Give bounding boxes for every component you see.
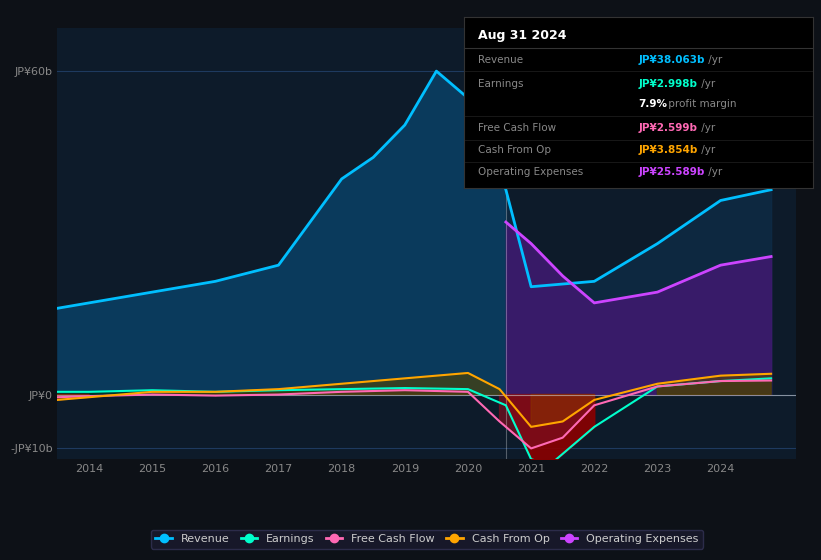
Text: Aug 31 2024: Aug 31 2024 — [478, 29, 566, 42]
Text: /yr: /yr — [704, 55, 722, 64]
Text: /yr: /yr — [704, 167, 722, 178]
Text: JP¥25.589b: JP¥25.589b — [639, 167, 704, 178]
Text: /yr: /yr — [698, 145, 715, 155]
Text: Revenue: Revenue — [478, 55, 523, 64]
Text: Operating Expenses: Operating Expenses — [478, 167, 583, 178]
Text: Earnings: Earnings — [478, 78, 523, 88]
Text: Cash From Op: Cash From Op — [478, 145, 551, 155]
Text: JP¥3.854b: JP¥3.854b — [639, 145, 698, 155]
Text: /yr: /yr — [698, 123, 715, 133]
Text: JP¥2.998b: JP¥2.998b — [639, 78, 697, 88]
Text: JP¥2.599b: JP¥2.599b — [639, 123, 697, 133]
Text: profit margin: profit margin — [665, 99, 736, 109]
Legend: Revenue, Earnings, Free Cash Flow, Cash From Op, Operating Expenses: Revenue, Earnings, Free Cash Flow, Cash … — [151, 530, 703, 548]
Text: Free Cash Flow: Free Cash Flow — [478, 123, 556, 133]
Text: 7.9%: 7.9% — [639, 99, 667, 109]
Text: JP¥38.063b: JP¥38.063b — [639, 55, 704, 64]
Text: /yr: /yr — [698, 78, 715, 88]
